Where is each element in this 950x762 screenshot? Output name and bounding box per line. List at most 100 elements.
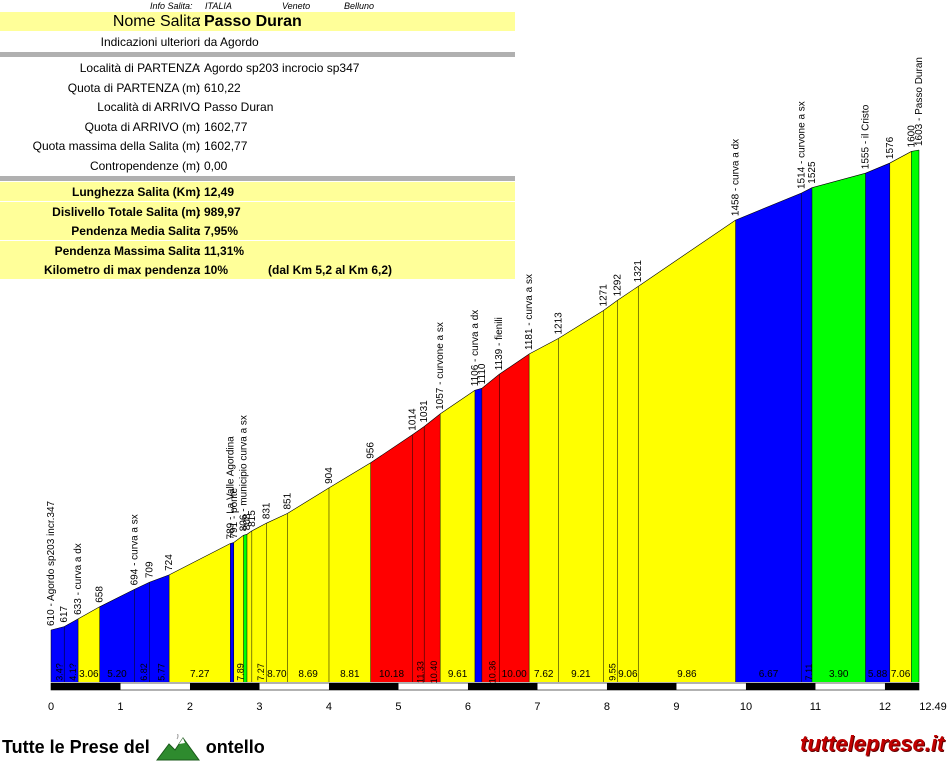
grade-label: 10.40 xyxy=(429,661,439,684)
km-tick-label: 9 xyxy=(673,701,679,713)
km-tick-label: 4 xyxy=(326,701,332,713)
info-row-colon: : xyxy=(197,185,201,199)
altitude-label: 815 xyxy=(247,510,258,527)
altitude-label: 1014 xyxy=(407,408,418,431)
km-tick-label: 6 xyxy=(465,701,471,713)
profile-segment xyxy=(412,426,425,682)
info-row-value: Passo Duran xyxy=(204,100,274,114)
grade-label: 10.00 xyxy=(502,669,527,680)
profile-segment xyxy=(169,543,231,682)
profile-segment xyxy=(243,534,247,682)
brand-text-start: Tutte le Prese del xyxy=(2,736,150,757)
profile-segment xyxy=(889,151,912,683)
grade-label: 8.81 xyxy=(340,669,360,680)
info-row: Località di PARTENZA: Agordo sp203 incroc… xyxy=(0,58,515,77)
info-row-value: 7,95% xyxy=(204,224,239,238)
grade-label: 7.06 xyxy=(891,669,911,680)
altitude-label: 633 - curva a dx xyxy=(73,543,84,615)
profile-segment xyxy=(811,173,866,682)
info-row: Pendenza Media Salita:7,95% xyxy=(0,221,515,240)
grade-label: 5.77 xyxy=(156,663,166,681)
altitude-label: 658 xyxy=(95,586,106,603)
info-row: Quota massima della Salita (m):1602,77 xyxy=(0,136,515,155)
profile-segment xyxy=(370,434,413,682)
km-axis-block xyxy=(189,683,260,690)
profile-segment xyxy=(638,220,736,682)
info-row: Nome Salita: Passo Duran xyxy=(0,12,515,31)
info-row: Dislivello Totale Salita (m):989,97 xyxy=(0,201,515,221)
grade-label: 4.1? xyxy=(68,663,78,681)
km-axis: 0 1 2 3 4 5 6 7 8 9 10 11 12 12.49 xyxy=(48,682,947,713)
info-row: Quota di ARRIVO (m):1602,77 xyxy=(0,117,515,136)
km-tick-label: 12 xyxy=(879,701,891,713)
info-row-colon: : xyxy=(197,224,201,238)
site-url: tuttelepresе.it xyxy=(800,731,945,756)
info-row: Indicazioni ulteriori: da Agordo xyxy=(0,32,515,51)
altitude-label: 709 xyxy=(145,561,156,578)
altitude-label: 1031 xyxy=(419,400,430,423)
altitude-label: 851 xyxy=(282,492,293,509)
profile-segment xyxy=(51,626,65,682)
info-row: Kilometro di max pendenza:10% (dal Km 5,2… xyxy=(0,260,515,279)
profile-segment xyxy=(735,193,802,682)
profile-segment xyxy=(287,487,329,682)
altitude-label: 1525 xyxy=(807,161,818,184)
info-header-country: ITALIA xyxy=(205,1,232,11)
altitude-label: 1110 xyxy=(477,363,488,384)
info-row-colon: : xyxy=(197,243,201,258)
altitude-label: 617 xyxy=(59,605,70,622)
profile-segment xyxy=(474,388,482,682)
altitude-label: 904 xyxy=(324,467,335,484)
grade-label: 6.67 xyxy=(759,669,779,680)
profile-segment xyxy=(911,150,919,682)
profile-segment xyxy=(78,606,100,682)
altitude-label: 789 - La Valle Agordina xyxy=(225,436,236,540)
info-row-value: 1602,77 xyxy=(204,119,248,134)
profile-fills xyxy=(51,150,919,683)
grade-label: 7.27 xyxy=(190,669,210,680)
altitude-label: 724 xyxy=(164,554,175,571)
profile-segment xyxy=(246,530,252,682)
grade-label: 5.20 xyxy=(107,669,127,680)
info-row-label: Quota massima della Salita (m) xyxy=(32,139,200,153)
info-row-colon: : xyxy=(197,119,201,134)
info-row: Lunghezza Salita (Km):12,49 xyxy=(0,182,515,201)
info-row-label: Contropendenze (m) xyxy=(89,158,200,173)
info-row-colon: : xyxy=(197,34,201,49)
altitude-label: 1603 - Passo Duran xyxy=(914,57,925,146)
profile-segment xyxy=(251,523,267,682)
grade-label: 5.88 xyxy=(868,669,888,680)
info-separator xyxy=(0,176,515,181)
info-row-value: 610,22 xyxy=(204,80,241,95)
km-axis-block xyxy=(745,683,816,690)
info-row-value: 11,31% xyxy=(204,243,245,258)
km-tick-label: 8 xyxy=(604,701,610,713)
info-row-label: Indicazioni ulteriori xyxy=(100,34,200,49)
profile-segment xyxy=(134,582,150,682)
altitude-label: 1181 - curva a sx xyxy=(524,274,535,350)
km-tick-label: 5 xyxy=(395,701,401,713)
altitude-label: 1514 - curvone a sx xyxy=(797,101,808,189)
altitude-label: 1271 xyxy=(598,284,609,307)
info-header: Info Salita: ITALIA Veneto Belluno xyxy=(150,0,510,12)
info-header-region: Veneto xyxy=(282,1,311,11)
grade-label: 3.4? xyxy=(55,663,65,681)
km-tick-label: 12.49 xyxy=(919,701,947,713)
profile-segment xyxy=(424,413,441,682)
altitude-label: 956 xyxy=(366,442,377,459)
grade-label: 7.89 xyxy=(236,663,246,681)
brand-text-end: ontello xyxy=(205,736,265,757)
grade-label: 11.33 xyxy=(415,661,425,683)
profile-segment xyxy=(617,286,639,682)
info-row-value: 0,00 xyxy=(204,158,228,173)
info-row-label: Località di ARRIVO xyxy=(97,100,200,114)
grade-label: 6.82 xyxy=(139,663,149,681)
info-row: Contropendenze (m):0,00 xyxy=(0,156,515,175)
altitude-label: 831 xyxy=(261,502,272,519)
profile-outline xyxy=(50,149,920,631)
altitude-label: 1057 - curvone a sx xyxy=(435,322,446,410)
altitude-label: 806 - municipio curva a sx xyxy=(239,415,250,531)
info-row-colon: : xyxy=(197,139,201,153)
km-tick-label: 10 xyxy=(740,701,752,713)
profile-segment xyxy=(603,300,618,682)
